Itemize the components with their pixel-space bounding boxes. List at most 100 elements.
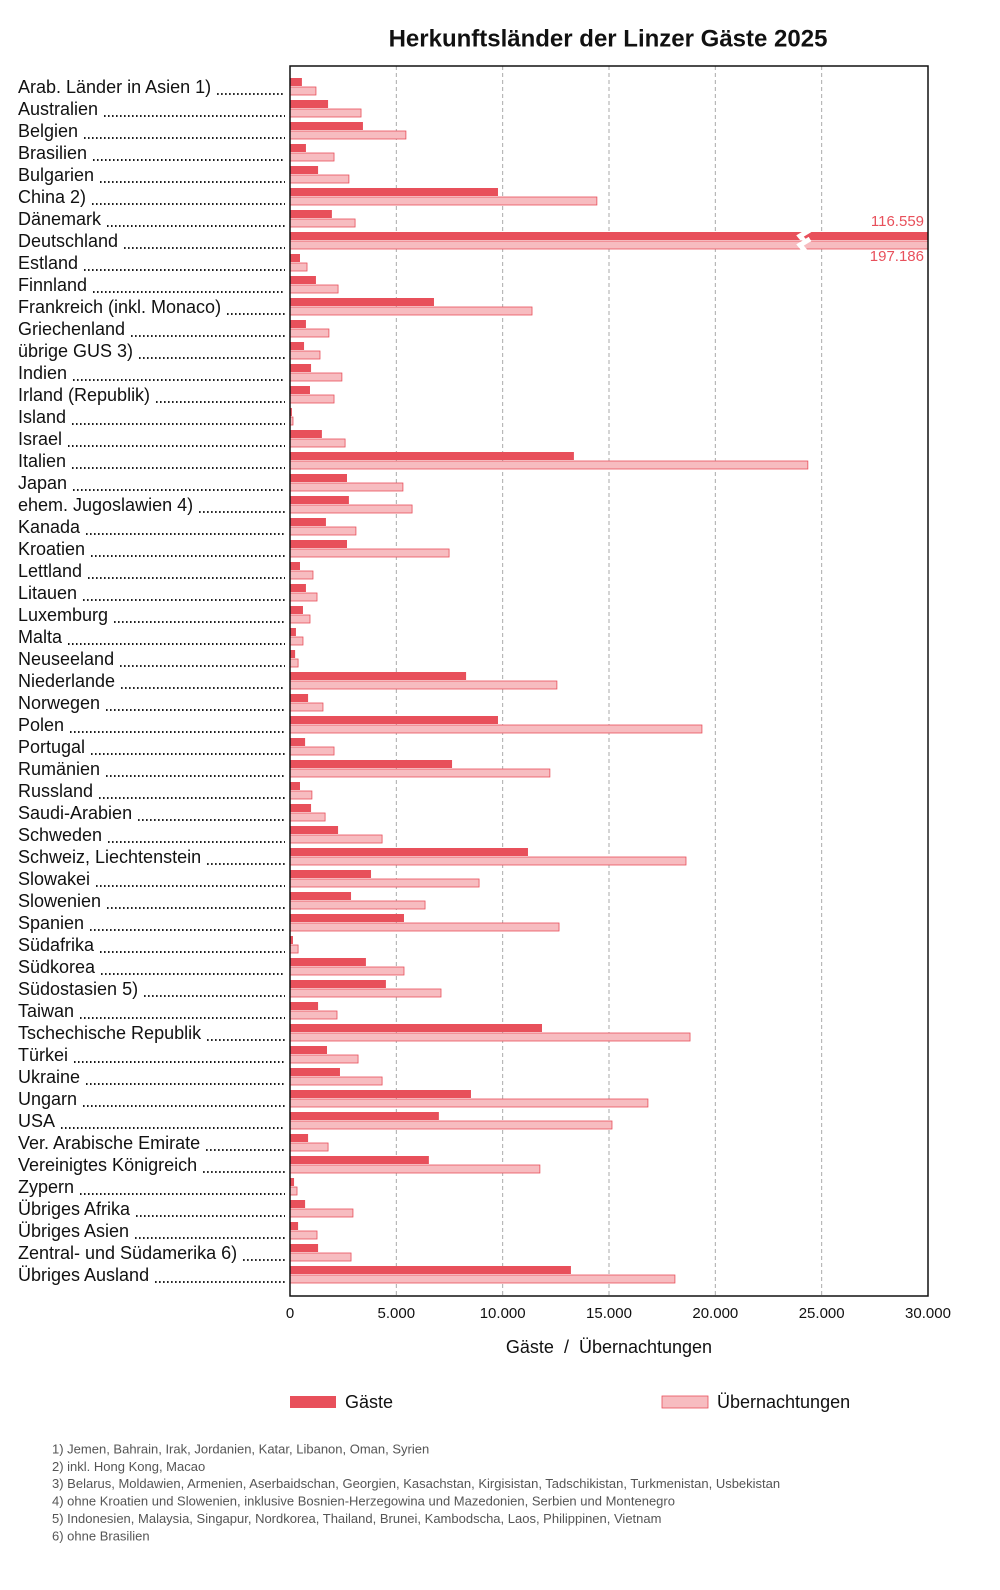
footnote: 5) Indonesien, Malaysia, Singapur, Nordk…: [52, 1511, 661, 1526]
bar: [290, 1032, 691, 1042]
bar: [290, 452, 574, 460]
category-label: Japan: [18, 473, 67, 493]
category-label: Norwegen: [18, 693, 100, 713]
bar: [290, 518, 326, 526]
bar: [290, 1244, 319, 1252]
bar: [290, 438, 346, 448]
bar: [290, 328, 330, 338]
bar: [290, 694, 309, 702]
category-label: Slowenien: [18, 891, 101, 911]
bar: [290, 1068, 340, 1076]
axis-break: [796, 236, 812, 253]
footnote: 2) inkl. Hong Kong, Macao: [52, 1459, 205, 1474]
bar: [290, 210, 332, 218]
bar: [290, 394, 335, 404]
bar: [290, 1164, 541, 1174]
x-tick-label: 0: [286, 1305, 294, 1322]
x-tick-label: 25.000: [799, 1305, 845, 1322]
category-label: Portugal: [18, 737, 85, 757]
category-label: Zentral- und Südamerika 6): [18, 1243, 237, 1263]
bar: [290, 870, 372, 878]
bar: [290, 606, 303, 614]
bar: [290, 746, 335, 756]
legend-swatch: [661, 1395, 709, 1409]
bar: [290, 526, 357, 536]
bar: [290, 592, 318, 602]
category-label: Rumänien: [18, 759, 100, 779]
bar: [290, 790, 313, 800]
bar: [290, 430, 322, 438]
chart-title: Herkunftsländer der Linzer Gäste 2025: [389, 25, 828, 52]
category-label: Griechenland: [18, 319, 125, 339]
bar: [290, 1054, 359, 1064]
category-label: Tschechische Republik: [18, 1023, 202, 1043]
bar: [290, 196, 598, 206]
bar: [290, 1186, 298, 1196]
category-label: Luxemburg: [18, 605, 108, 625]
bar: [290, 1208, 354, 1218]
category-label: Frankreich (inkl. Monaco): [18, 297, 221, 317]
bar: [290, 680, 558, 690]
footnote: 6) ohne Brasilien: [52, 1528, 150, 1543]
bar: [290, 702, 324, 712]
category-label: Zypern: [18, 1177, 74, 1197]
bar: [290, 474, 347, 482]
bar: [290, 966, 405, 976]
bar: [290, 958, 366, 966]
category-label: Saudi-Arabien: [18, 803, 132, 823]
x-tick-label: 10.000: [480, 1305, 526, 1322]
bar: [290, 86, 317, 96]
bar: [290, 372, 343, 382]
category-label: Finnland: [18, 275, 87, 295]
bar: [290, 760, 453, 768]
bar: [290, 878, 480, 888]
bar: [290, 1098, 649, 1108]
category-label: Übriges Asien: [18, 1221, 129, 1241]
category-label: Brasilien: [18, 143, 87, 163]
bar: [290, 922, 560, 932]
category-label: Ukraine: [18, 1067, 80, 1087]
bar: [290, 1120, 613, 1130]
category-label: Südostasien 5): [18, 979, 138, 999]
bar: [290, 614, 311, 624]
bar: [290, 1222, 299, 1230]
bar: [290, 548, 450, 558]
bar: [290, 78, 302, 86]
bar: [290, 254, 300, 262]
bar: [290, 262, 308, 272]
footnote: 3) Belarus, Moldawien, Armenien, Aserbai…: [52, 1476, 780, 1491]
category-label: Vereinigtes Königreich: [18, 1155, 197, 1175]
bar: [290, 658, 299, 668]
bar: [290, 100, 329, 108]
category-label: Übriges Ausland: [18, 1265, 149, 1285]
legend-label: Übernachtungen: [717, 1392, 850, 1412]
category-label: Indien: [18, 363, 67, 383]
category-label: USA: [18, 1111, 55, 1131]
bar: [290, 1252, 352, 1262]
bar: [290, 174, 350, 184]
bar: [290, 1046, 328, 1054]
category-label: Belgien: [18, 121, 78, 141]
bar: [290, 914, 404, 922]
bar: [290, 306, 533, 316]
bar: [290, 1200, 306, 1208]
bar: [290, 1266, 571, 1274]
value-label: 116.559: [871, 213, 924, 230]
category-label: Ungarn: [18, 1089, 77, 1109]
x-tick-label: 5.000: [378, 1305, 416, 1322]
bar: [290, 716, 498, 724]
category-label: ehem. Jugoslawien 4): [18, 495, 193, 515]
bar: [290, 144, 306, 152]
plot-border: [289, 65, 929, 1297]
category-label: Estland: [18, 253, 78, 273]
category-label: Lettland: [18, 561, 82, 581]
category-label: Niederlande: [18, 671, 115, 691]
bar: [290, 496, 349, 504]
bar: [290, 166, 319, 174]
bar: [290, 232, 928, 240]
bar: [290, 350, 321, 360]
bar: [290, 724, 703, 734]
bar: [290, 1090, 471, 1098]
bar: [290, 1112, 439, 1120]
